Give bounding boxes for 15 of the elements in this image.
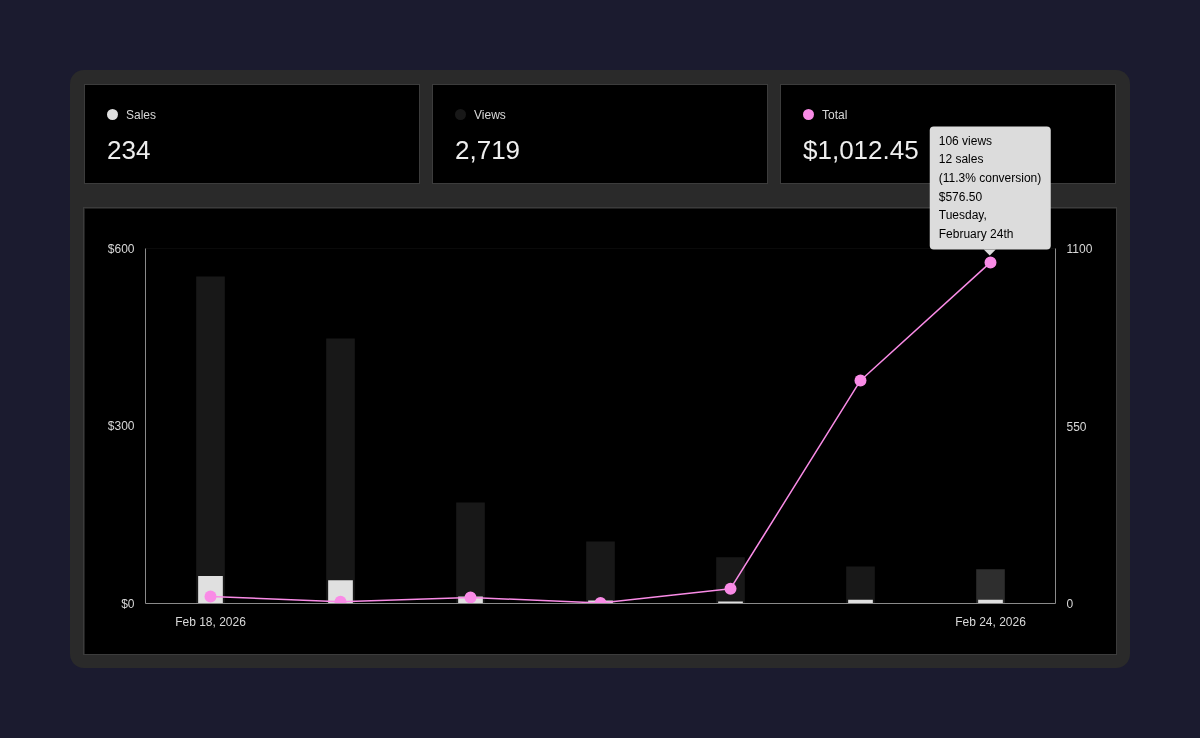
y2-tick-label: 1100 <box>1066 242 1093 256</box>
y2-tick-label: 550 <box>1066 419 1087 434</box>
text: 2,719 <box>455 134 521 168</box>
x-tick-label: Feb 24, 2026 <box>955 614 1027 629</box>
text: 234 <box>107 134 152 168</box>
y2-tick-label: 0 <box>1066 597 1074 611</box>
annotation: 106 views 12 sales (11.3% conversion) $576.50 Tuesday, February 24th <box>938 133 1042 244</box>
y-tick-label: $600 <box>107 241 135 256</box>
legend-label: Total <box>821 107 849 124</box>
y-tick-label: $300 <box>107 419 135 433</box>
text: $1,012.45 <box>803 134 919 168</box>
x-tick-label: Feb 18, 2026 <box>175 614 247 629</box>
legend-label: Sales <box>125 107 157 124</box>
y-tick-label: $0 <box>121 596 135 611</box>
legend-label: Views <box>473 107 507 124</box>
